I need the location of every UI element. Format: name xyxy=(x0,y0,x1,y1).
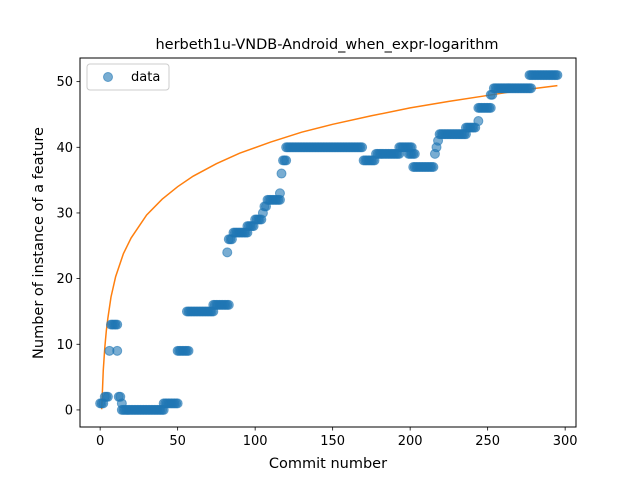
data-point xyxy=(223,299,234,310)
x-tick-label: 300 xyxy=(553,434,578,449)
x-tick-label: 150 xyxy=(320,434,345,449)
chart-title: herbeth1u-VNDB-Android_when_expr-logarit… xyxy=(155,37,498,53)
data-point xyxy=(357,142,368,153)
legend-marker xyxy=(103,72,113,82)
data-point xyxy=(485,102,496,113)
x-tick-label: 200 xyxy=(398,434,423,449)
y-tick-label: 10 xyxy=(56,338,73,353)
legend: data xyxy=(86,63,170,91)
y-tick-label: 0 xyxy=(65,403,73,418)
fit-line xyxy=(100,84,558,410)
y-tick-label: 40 xyxy=(56,141,73,156)
x-tick-label: 50 xyxy=(169,434,186,449)
data-point xyxy=(281,155,292,166)
x-ticks: 0 50 100 150 200 250 300 xyxy=(96,427,578,449)
data-point xyxy=(112,319,123,330)
data-point xyxy=(274,188,285,199)
data-point xyxy=(172,398,183,409)
data-point xyxy=(183,345,194,356)
data-point xyxy=(276,168,287,179)
y-tick-label: 30 xyxy=(56,206,73,221)
y-ticks: 0 10 20 30 40 50 xyxy=(56,75,80,418)
data-point xyxy=(428,161,439,172)
y-tick-label: 20 xyxy=(56,272,73,287)
data-point xyxy=(112,345,123,356)
y-tick-label: 50 xyxy=(56,75,73,90)
x-tick-label: 250 xyxy=(475,434,500,449)
data-point xyxy=(409,148,420,159)
data-point xyxy=(526,83,537,94)
x-tick-label: 100 xyxy=(243,434,268,449)
x-axis-label: Commit number xyxy=(269,456,387,472)
x-tick-label: 0 xyxy=(96,434,104,449)
fit-layer xyxy=(100,84,558,410)
points-layer xyxy=(95,70,563,415)
data-point xyxy=(102,391,113,402)
data-point xyxy=(473,116,484,127)
legend-label-data: data xyxy=(131,70,160,85)
plot-frame xyxy=(79,57,577,428)
data-point xyxy=(552,70,563,81)
y-axis-label: Number of instance of a feature xyxy=(31,127,47,359)
legend-box xyxy=(86,63,170,91)
data-point xyxy=(222,247,233,258)
